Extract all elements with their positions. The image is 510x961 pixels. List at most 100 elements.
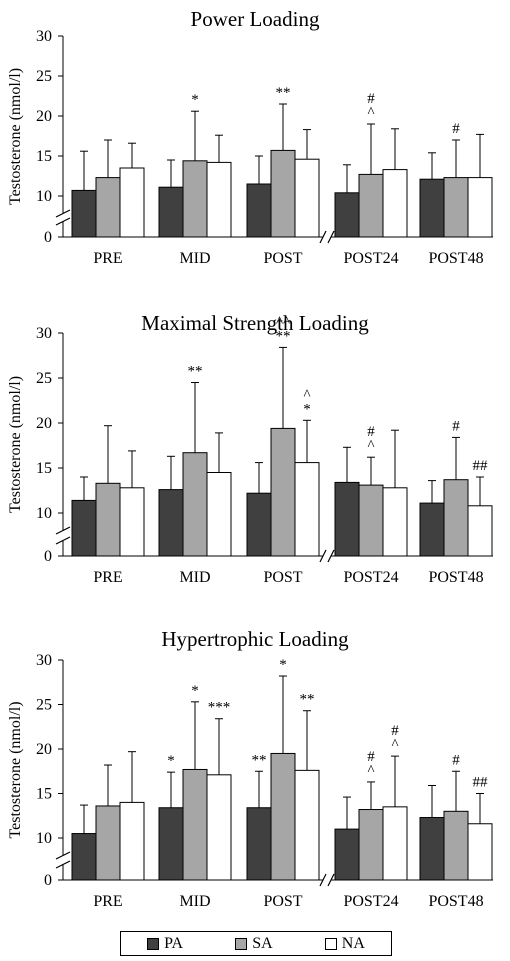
- significance-mark: **: [188, 364, 203, 380]
- bar: [95, 482, 121, 557]
- significance-mark: *: [191, 683, 199, 699]
- bar: [358, 809, 384, 881]
- bar: [382, 487, 408, 557]
- panel-title: Maximal Strength Loading: [141, 311, 369, 335]
- bar: [119, 801, 145, 881]
- bar: [246, 807, 272, 881]
- axis-break-mark: [55, 536, 71, 545]
- bar: [334, 192, 360, 238]
- legend-swatch-sa: [235, 937, 248, 950]
- bar: [95, 805, 121, 881]
- axis-break-mark: [327, 873, 335, 887]
- significance-mark: ***: [208, 700, 231, 716]
- y-tick-label: 20: [36, 741, 52, 758]
- panel-title: Power Loading: [191, 7, 320, 31]
- bar: [206, 161, 232, 238]
- significance-mark: *: [279, 657, 287, 673]
- y-tick-label: 25: [36, 697, 52, 714]
- bar: [358, 484, 384, 557]
- y-axis-label: Testosterone (nmol/l): [7, 68, 24, 205]
- y-tick-label: 10: [36, 830, 52, 847]
- bar: [467, 177, 493, 238]
- bar: [119, 487, 145, 557]
- x-tick-label: POST: [263, 569, 302, 586]
- bar: [71, 833, 97, 881]
- significance-mark: *: [191, 92, 199, 108]
- legend-item-na: NA: [324, 934, 365, 953]
- legend-label-pa: PA: [164, 934, 184, 952]
- y-tick-label: 10: [36, 188, 52, 205]
- bar: [294, 462, 320, 557]
- legend-swatch-pa: [147, 937, 160, 950]
- x-tick-label: PRE: [93, 569, 122, 586]
- bar: [467, 505, 493, 557]
- x-tick-label: POST48: [428, 893, 483, 910]
- axis-break-mark: [55, 851, 71, 860]
- bar: [182, 160, 208, 238]
- y-tick-label: 0: [44, 872, 52, 889]
- y-tick-label: 25: [36, 370, 52, 387]
- bar: [443, 479, 469, 557]
- legend-item-pa: PA: [147, 935, 183, 953]
- bar: [95, 177, 121, 238]
- y-tick-label: 25: [36, 68, 52, 85]
- significance-mark: ^: [303, 387, 310, 403]
- bar: [71, 499, 97, 557]
- bar: [270, 427, 296, 557]
- legend: PA SA NA: [120, 931, 392, 956]
- x-tick-label: POST24: [343, 893, 398, 910]
- legend-label-na: NA: [341, 934, 365, 952]
- x-tick-label: MID: [179, 569, 210, 586]
- bar: [382, 806, 408, 881]
- significance-mark: **: [252, 752, 267, 768]
- significance-mark: ^: [367, 105, 374, 121]
- x-tick-label: MID: [179, 893, 210, 910]
- bar: [358, 173, 384, 238]
- bar: [334, 481, 360, 557]
- bar: [382, 169, 408, 238]
- bar: [119, 167, 145, 238]
- x-tick-label: MID: [179, 250, 210, 267]
- legend-label-sa: SA: [252, 934, 273, 952]
- bar: [419, 817, 445, 881]
- significance-mark: #: [367, 91, 375, 107]
- axis-break-mark: [327, 230, 335, 244]
- x-tick-label: POST24: [343, 569, 398, 586]
- axis-break-mark: [319, 873, 327, 887]
- bar: [294, 158, 320, 238]
- significance-mark: #: [452, 121, 460, 137]
- y-tick-label: 30: [36, 325, 52, 342]
- significance-mark: ^: [367, 438, 374, 454]
- x-tick-label: POST24: [343, 250, 398, 267]
- bar: [206, 774, 232, 881]
- bar: [467, 823, 493, 881]
- significance-mark: #: [391, 723, 399, 739]
- axis-break-mark: [55, 209, 71, 218]
- y-axis-label: Testosterone (nmol/l): [7, 376, 24, 513]
- axis-break-mark: [55, 526, 71, 535]
- significance-mark: **: [276, 328, 291, 344]
- legend-item-sa: SA: [235, 934, 273, 953]
- bar: [182, 768, 208, 881]
- bar: [246, 183, 272, 238]
- bar: [270, 149, 296, 238]
- bar: [158, 489, 184, 557]
- bar: [158, 807, 184, 881]
- panel-title: Hypertrophic Loading: [161, 627, 349, 651]
- y-tick-label: 15: [36, 786, 52, 803]
- legend-swatch-na: [324, 937, 337, 950]
- x-tick-label: PRE: [93, 893, 122, 910]
- bar: [182, 452, 208, 557]
- bar: [443, 177, 469, 238]
- significance-mark: #: [367, 424, 375, 440]
- significance-mark: **: [300, 692, 315, 708]
- bar: [443, 810, 469, 881]
- x-tick-label: POST: [263, 893, 302, 910]
- significance-mark: #: [367, 749, 375, 765]
- y-tick-label: 0: [44, 229, 52, 246]
- y-tick-label: 15: [36, 148, 52, 165]
- y-tick-label: 10: [36, 505, 52, 522]
- axis-break-mark: [319, 549, 327, 563]
- bar: [294, 769, 320, 881]
